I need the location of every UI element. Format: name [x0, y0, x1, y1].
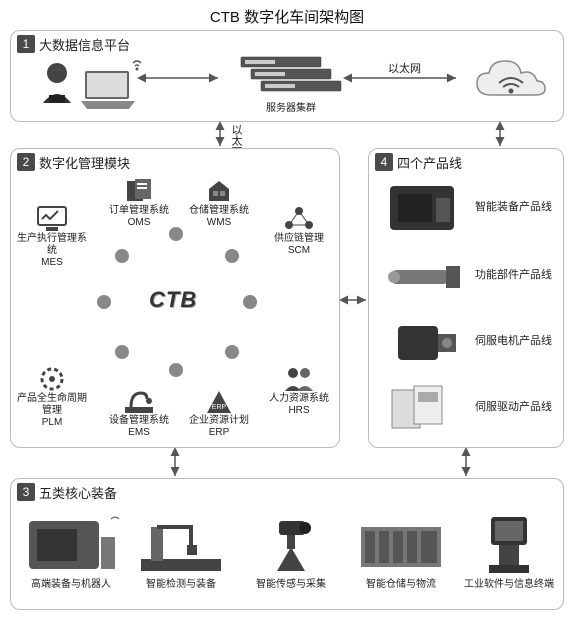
ring-dot — [115, 249, 129, 263]
module-scm: 供应链管理 SCM — [267, 205, 331, 257]
product-line-4: 伺服驱动产品线 — [379, 377, 555, 439]
user-laptop-icon — [35, 57, 145, 113]
core-equip-4: 智能仓储与物流 — [349, 507, 453, 591]
product-line-label: 智能装备产品线 — [475, 201, 555, 214]
module-oms: 订单管理系统 OMS — [107, 177, 171, 229]
product-line-label: 伺服驱动产品线 — [475, 401, 555, 414]
panel-num-1: 1 — [17, 35, 35, 53]
panel-title-4: 四个产品线 — [397, 153, 462, 172]
module-code: SCM — [267, 245, 331, 257]
core-equip-label: 工业软件与信息终端 — [459, 579, 559, 591]
panel-mgmt-modules: 2 数字化管理模块 CTB 生产执行管理系统 MES 订单管理系统 OMS 仓储… — [10, 148, 340, 448]
ring-dot — [225, 249, 239, 263]
ring-dot — [115, 345, 129, 359]
module-hrs: 人力资源系统 HRS — [267, 365, 331, 417]
ring-dot — [169, 227, 183, 241]
core-equip-label: 高端装备与机器人 — [19, 579, 123, 591]
core-equip-3: 智能传感与采集 — [239, 507, 343, 591]
ctb-logo: CTB — [149, 287, 197, 313]
module-label: 供应链管理 — [267, 233, 331, 245]
module-ems: 设备管理系统 EMS — [107, 387, 171, 439]
module-code: HRS — [267, 405, 331, 417]
svg-text:ERP: ERP — [212, 404, 227, 411]
core-equip-label: 智能传感与采集 — [239, 579, 343, 591]
module-mes: 生产执行管理系统 MES — [17, 205, 87, 269]
panel-title-1: 大数据信息平台 — [39, 35, 130, 54]
module-code: PLM — [17, 417, 87, 429]
product-line-3: 伺服电机产品线 — [379, 311, 555, 373]
ring-dot — [225, 345, 239, 359]
core-equip-2: 智能检测与装备 — [129, 507, 233, 591]
server-cluster-label: 服务器集群 — [231, 103, 351, 115]
server-cluster-icon: 服务器集群 — [231, 49, 351, 115]
module-erp: ERP 企业资源计划 ERP — [187, 387, 251, 439]
module-code: ERP — [187, 427, 251, 439]
module-code: OMS — [107, 217, 171, 229]
product-line-label: 功能部件产品线 — [475, 269, 555, 282]
module-label: 人力资源系统 — [267, 393, 331, 405]
module-label: 仓储管理系统 — [187, 205, 251, 217]
core-equip-label: 智能检测与装备 — [129, 579, 233, 591]
module-label: 订单管理系统 — [107, 205, 171, 217]
core-equip-5: 工业软件与信息终端 — [459, 507, 559, 591]
panel-title-2: 数字化管理模块 — [39, 153, 130, 172]
module-plm: 产品全生命周期管理 PLM — [17, 365, 87, 429]
module-code: EMS — [107, 427, 171, 439]
page-title: CTB 数字化车间架构图 — [0, 0, 574, 31]
module-label: 产品全生命周期管理 — [17, 393, 87, 417]
ring-dot — [243, 295, 257, 309]
ethernet-label-h: 以太网 — [388, 60, 421, 76]
panel-title-3: 五类核心装备 — [39, 483, 117, 502]
module-code: WMS — [187, 217, 251, 229]
module-label: 企业资源计划 — [187, 415, 251, 427]
panel-core-equip: 3 五类核心装备 高端装备与机器人 智能检测与装备 智能传感与采集 智能仓储与物… — [10, 478, 564, 610]
panel-num-4: 4 — [375, 153, 393, 171]
panel-num-2: 2 — [17, 153, 35, 171]
product-line-1: 智能装备产品线 — [379, 177, 555, 239]
ring-dot — [97, 295, 111, 309]
product-line-2: 功能部件产品线 — [379, 245, 555, 307]
module-wms: 仓储管理系统 WMS — [187, 177, 251, 229]
panel-num-3: 3 — [17, 483, 35, 501]
core-equip-label: 智能仓储与物流 — [349, 579, 453, 591]
ring-dot — [169, 363, 183, 377]
module-code: MES — [17, 257, 87, 269]
core-equip-1: 高端装备与机器人 — [19, 507, 123, 591]
panel-product-lines: 4 四个产品线 智能装备产品线 功能部件产品线 伺服电机产品线 伺服驱动产品线 — [368, 148, 564, 448]
module-label: 生产执行管理系统 — [17, 233, 87, 257]
cloud-icon — [471, 55, 551, 107]
panel-big-data: 1 大数据信息平台 服务器集群 — [10, 30, 564, 122]
module-label: 设备管理系统 — [107, 415, 171, 427]
product-line-label: 伺服电机产品线 — [475, 335, 555, 348]
